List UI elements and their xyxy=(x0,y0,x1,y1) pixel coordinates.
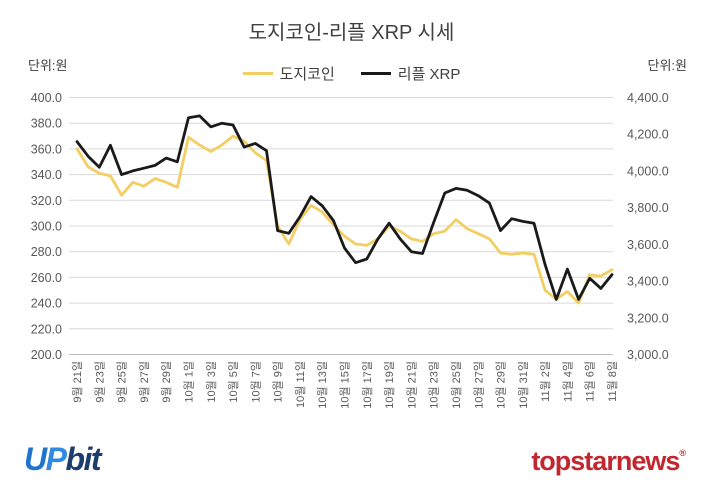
left-axis-tick-label: 380.0 xyxy=(31,117,62,131)
chart-legend: 도지코인 리플 XRP xyxy=(0,62,703,84)
x-axis-tick-label: 10월 3일 xyxy=(204,361,218,403)
right-axis-tick-label: 3,400.0 xyxy=(627,275,669,289)
x-axis-tick-label: 10월 7일 xyxy=(248,361,262,403)
x-axis-tick-label: 9월 21일 xyxy=(70,361,84,403)
dogecoin-line-swatch xyxy=(242,71,273,75)
right-axis-tick-label: 3,200.0 xyxy=(627,311,669,325)
x-axis-tick-label: 10월 9일 xyxy=(271,361,285,403)
topstarnews-logo-text: topstarnews xyxy=(531,446,680,476)
left-axis-tick-label: 340.0 xyxy=(31,168,62,182)
left-axis-tick-label: 220.0 xyxy=(31,322,62,336)
x-axis-tick-label: 11월 4일 xyxy=(560,361,574,402)
x-axis-tick-label: 9월 23일 xyxy=(92,361,106,403)
right-axis-tick-label: 3,000.0 xyxy=(627,348,669,362)
left-axis-tick-label: 400.0 xyxy=(31,91,62,105)
left-axis-tick-label: 260.0 xyxy=(31,271,62,285)
x-axis-tick-label: 9월 29일 xyxy=(159,361,173,403)
left-axis-tick-label: 320.0 xyxy=(31,194,62,208)
topstarnews-logo: topstarnews® xyxy=(531,446,686,477)
right-axis-tick-label: 3,600.0 xyxy=(627,238,669,252)
x-axis-tick-label: 10월 15일 xyxy=(338,361,352,409)
x-axis-tick-label: 10월 13일 xyxy=(315,361,329,409)
right-axis-tick-label: 3,800.0 xyxy=(627,201,669,215)
x-axis-tick-label: 10월 29일 xyxy=(494,361,508,409)
x-axis-tick-label: 10월 27일 xyxy=(471,361,485,409)
x-axis-tick-label: 10월 25일 xyxy=(449,361,463,409)
dogecoin-price-line xyxy=(75,134,614,305)
legend-label-dogecoin: 도지코인 xyxy=(279,65,335,83)
x-axis-tick-label: 10월 17일 xyxy=(360,361,374,409)
upbit-logo: UPbit xyxy=(24,441,102,478)
legend-item-dogecoin: 도지코인 xyxy=(242,63,335,84)
upbit-logo-u: U xyxy=(24,441,47,477)
left-axis-tick-label: 200.0 xyxy=(31,348,62,362)
x-axis-tick-label: 11월 2일 xyxy=(538,361,552,402)
upbit-logo-p: P xyxy=(45,441,67,477)
left-axis-tick-label: 300.0 xyxy=(31,220,62,234)
left-axis-tick-label: 280.0 xyxy=(31,245,62,259)
x-axis-tick-label: 9월 27일 xyxy=(137,361,151,403)
right-axis-tick-label: 4,400.0 xyxy=(627,91,669,105)
x-axis-tick-label: 10월 23일 xyxy=(427,361,441,409)
right-axis-tick-label: 4,200.0 xyxy=(627,128,669,142)
x-axis-tick-label: 9월 25일 xyxy=(115,361,129,403)
x-axis-tick-label: 11월 8일 xyxy=(605,361,619,402)
x-axis-tick-label: 10월 11일 xyxy=(293,361,307,408)
legend-item-xrp: 리플 XRP xyxy=(360,63,461,84)
left-axis-tick-label: 360.0 xyxy=(31,142,62,156)
right-axis-tick-label: 4,000.0 xyxy=(627,164,669,178)
x-axis-tick-label: 10월 21일 xyxy=(404,361,418,409)
left-axis-tick-label: 240.0 xyxy=(31,297,62,311)
x-axis-tick-label: 10월 31일 xyxy=(516,361,530,409)
left-axis-unit-label: 단위:원 xyxy=(28,58,68,73)
x-axis-tick-label: 10월 5일 xyxy=(226,361,240,403)
xrp-price-line xyxy=(75,114,614,301)
x-axis-tick-label: 11월 6일 xyxy=(583,361,597,402)
right-axis-unit-label: 단위:원 xyxy=(647,58,688,73)
x-axis-tick-label: 10월 1일 xyxy=(181,361,195,403)
chart-title: 도지코인-리플 XRP 시세 xyxy=(248,22,455,44)
upbit-logo-bit: bit xyxy=(65,441,101,477)
registered-mark-icon: ® xyxy=(679,448,686,458)
legend-label-xrp: 리플 XRP xyxy=(397,65,461,83)
xrp-line-swatch xyxy=(360,71,391,75)
x-axis-tick-label: 10월 19일 xyxy=(382,361,396,409)
